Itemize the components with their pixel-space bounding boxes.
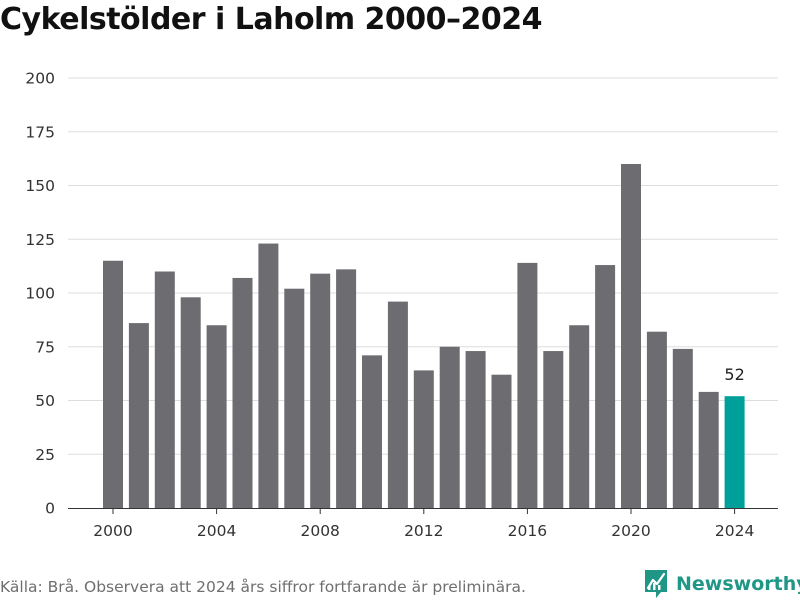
y-tick-label: 50: [35, 392, 55, 410]
x-tick-label: 2020: [611, 522, 650, 540]
brand-logo[interactable]: Newsworthy: [644, 569, 800, 599]
bar-2004: [206, 325, 227, 508]
brand-name: Newsworthy: [676, 573, 800, 595]
bar-2017: [543, 351, 564, 508]
x-tick-label: 2004: [197, 522, 236, 540]
bar-2006: [258, 243, 279, 509]
bar-2002: [154, 271, 175, 508]
x-axis-ticks: 2000 2004 2008 2012 2016 2020 2024: [93, 508, 754, 540]
bar-2020: [621, 164, 641, 508]
y-tick-label: 125: [25, 231, 55, 249]
chart-title: Cykelstölder i Laholm 2000–2024: [0, 2, 543, 37]
bar-2005: [232, 277, 253, 508]
x-tick-label: 2016: [508, 522, 547, 540]
bar-2022: [672, 348, 693, 508]
source-note: Källa: Brå. Observera att 2024 års siffr…: [0, 578, 526, 596]
x-tick-label: 2000: [93, 522, 132, 540]
bar-2024: [724, 396, 745, 508]
bar-2007: [284, 288, 305, 508]
bar-2018: [569, 325, 590, 508]
bar-2008: [310, 273, 331, 508]
y-tick-label: 150: [25, 177, 55, 195]
bars: [103, 164, 745, 509]
bar-2012: [413, 370, 434, 508]
bar-2016: [517, 262, 538, 508]
x-tick-label: 2024: [715, 522, 754, 540]
y-tick-label: 200: [25, 70, 55, 88]
bar-2010: [362, 355, 382, 508]
y-tick-label: 175: [25, 123, 55, 141]
bar-2009: [336, 269, 357, 508]
bar-2019: [595, 265, 616, 508]
data-label-2024: 52: [724, 365, 744, 384]
data-labels: 52: [724, 365, 744, 384]
bar-2011: [387, 301, 408, 508]
bar-2021: [646, 331, 667, 508]
bar-2013: [439, 346, 460, 508]
y-tick-label: 25: [35, 446, 55, 464]
bar-2014: [465, 351, 486, 508]
bar-2000: [103, 260, 123, 508]
y-axis-ticks: 0 25 50 75 100 125 150 175 200: [25, 70, 55, 518]
bar-2015: [491, 374, 512, 508]
bar-2003: [180, 297, 201, 508]
newsworthy-logo-icon: [645, 570, 667, 598]
x-tick-label: 2012: [404, 522, 443, 540]
x-tick-label: 2008: [300, 522, 339, 540]
bar-2023: [698, 391, 719, 508]
bar-2001: [128, 323, 149, 508]
y-tick-label: 0: [45, 500, 55, 518]
y-tick-label: 100: [25, 285, 55, 303]
y-tick-label: 75: [35, 338, 55, 356]
